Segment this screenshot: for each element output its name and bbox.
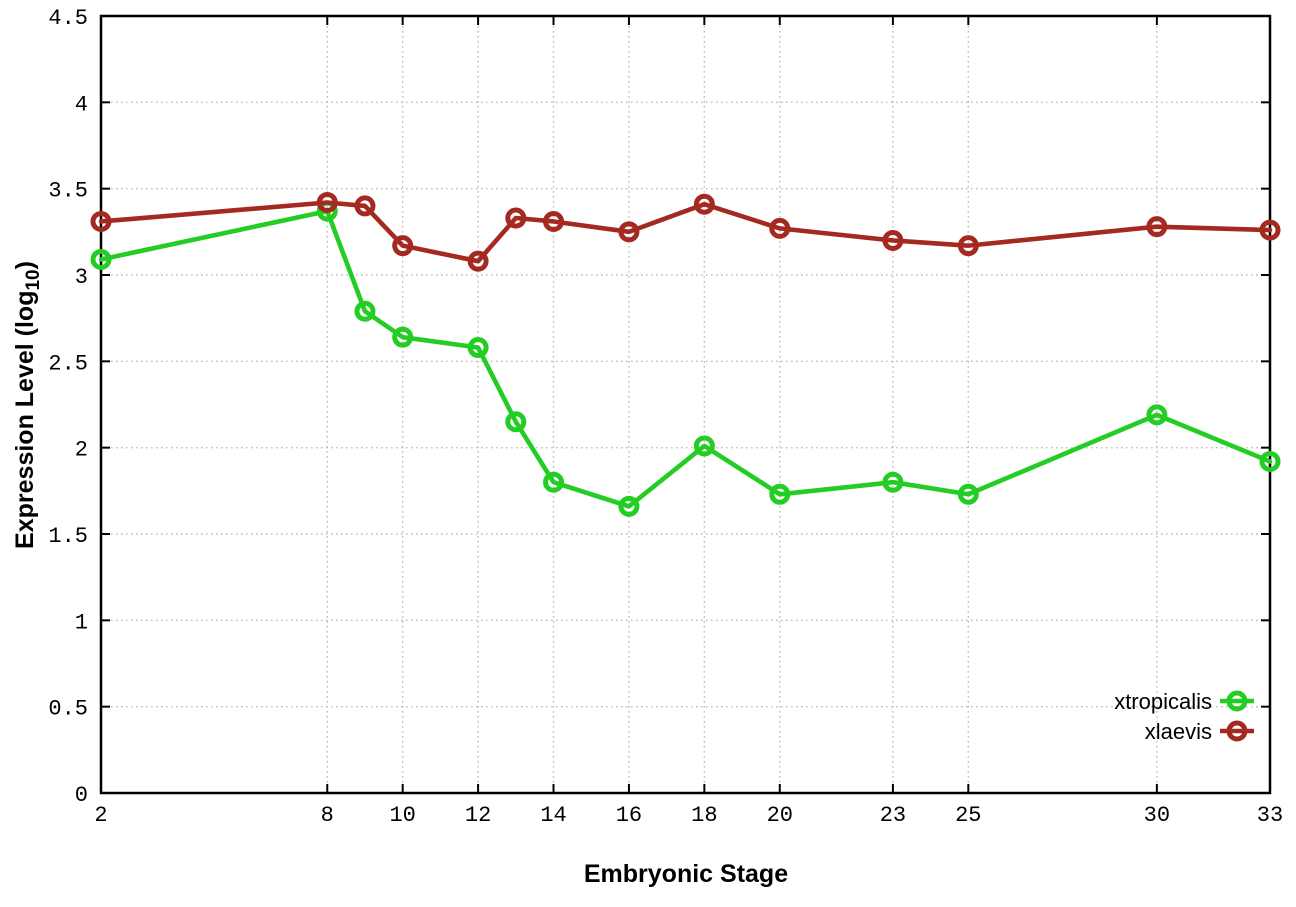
series-xlaevis-marker-33 [1259, 219, 1281, 241]
y-axis-title-close: ) [11, 261, 39, 269]
legend-samples [1220, 690, 1254, 742]
series-xtropicalis-marker-10 [392, 326, 414, 348]
x-tick-label-8: 8 [321, 803, 334, 828]
border-layer [99, 14, 1272, 795]
series-xtropicalis-marker-23 [882, 471, 904, 493]
x-tick-label-10: 10 [389, 803, 415, 828]
series-xlaevis-marker-10 [392, 235, 414, 257]
grid-layer [100, 15, 1271, 794]
plot-border [99, 14, 1272, 795]
x-tick-label-18: 18 [691, 803, 717, 828]
legend-sample-marker-xlaevis [1226, 720, 1248, 742]
series-xtropicalis-marker-33 [1259, 450, 1281, 472]
series-xlaevis-marker-9 [354, 195, 376, 217]
x-tick-label-30: 30 [1144, 803, 1170, 828]
x-tick-label-23: 23 [880, 803, 906, 828]
y-tick-label-3: 3 [75, 265, 88, 290]
series-xlaevis-marker-13 [505, 207, 527, 229]
x-tick-label-20: 20 [767, 803, 793, 828]
series-xlaevis-marker-30 [1146, 216, 1168, 238]
y-tick-label-4.5: 4.5 [48, 6, 88, 31]
series-xlaevis-marker-12 [467, 250, 489, 272]
series-xtropicalis-marker-18 [693, 435, 715, 457]
x-axis-title: Embryonic Stage [584, 860, 788, 888]
x-tick-label-2: 2 [94, 803, 107, 828]
series-xtropicalis-marker-9 [354, 300, 376, 322]
y-tick-label-1.5: 1.5 [48, 524, 88, 549]
series-xlaevis-marker-8 [316, 191, 338, 213]
y-tick-label-4: 4 [75, 92, 88, 117]
y-axis-title: Expression Level (log10) [11, 261, 44, 549]
x-tick-label-33: 33 [1257, 803, 1283, 828]
series-xlaevis-marker-23 [882, 229, 904, 251]
series-xlaevis-marker-16 [618, 221, 640, 243]
y-tick-label-2: 2 [75, 438, 88, 463]
legend-label-xlaevis: xlaevis [1145, 719, 1212, 744]
x-tick-label-14: 14 [540, 803, 566, 828]
series-xtropicalis-marker-2 [90, 248, 112, 270]
legend-sample-marker-xtropicalis [1226, 690, 1248, 712]
series-xtropicalis-marker-12 [467, 337, 489, 359]
series-xlaevis-marker-2 [90, 210, 112, 232]
series-xtropicalis-marker-16 [618, 495, 640, 517]
y-tick-label-2.5: 2.5 [48, 351, 88, 376]
series-xlaevis-marker-20 [769, 217, 791, 239]
y-tick-label-0.5: 0.5 [48, 697, 88, 722]
x-tick-label-25: 25 [955, 803, 981, 828]
series-xtropicalis-marker-13 [505, 411, 527, 433]
series-xtropicalis-line [98, 208, 1273, 509]
x-tick-label-16: 16 [616, 803, 642, 828]
y-axis-title-main: Expression Level (log [11, 291, 39, 549]
series-xlaevis-marker-14 [543, 210, 565, 232]
tick-layer [100, 15, 1271, 794]
series-xlaevis-line [98, 200, 1273, 264]
series-xlaevis-marker-25 [957, 235, 979, 257]
series-xtropicalis-marker-30 [1146, 404, 1168, 426]
x-tick-label-12: 12 [465, 803, 491, 828]
y-tick-label-0: 0 [75, 783, 88, 808]
y-tick-label-3.5: 3.5 [48, 179, 88, 204]
series-xlaevis-marker-18 [693, 193, 715, 215]
series-xtropicalis-marker-14 [543, 471, 565, 493]
y-axis-title-subscript: 10 [23, 269, 44, 290]
tick-label-layer: 0 0.5 1 1.5 2 2.5 3 3.5 4 4.5 2 8 10 12 14 16 18 20 23 25 30… [48, 6, 1283, 828]
series-layer [90, 191, 1281, 517]
series-xtropicalis-marker-25 [957, 483, 979, 505]
y-tick-label-1: 1 [75, 610, 88, 635]
series-xtropicalis-marker-20 [769, 483, 791, 505]
legend-label-xtropicalis: xtropicalis [1114, 689, 1212, 714]
